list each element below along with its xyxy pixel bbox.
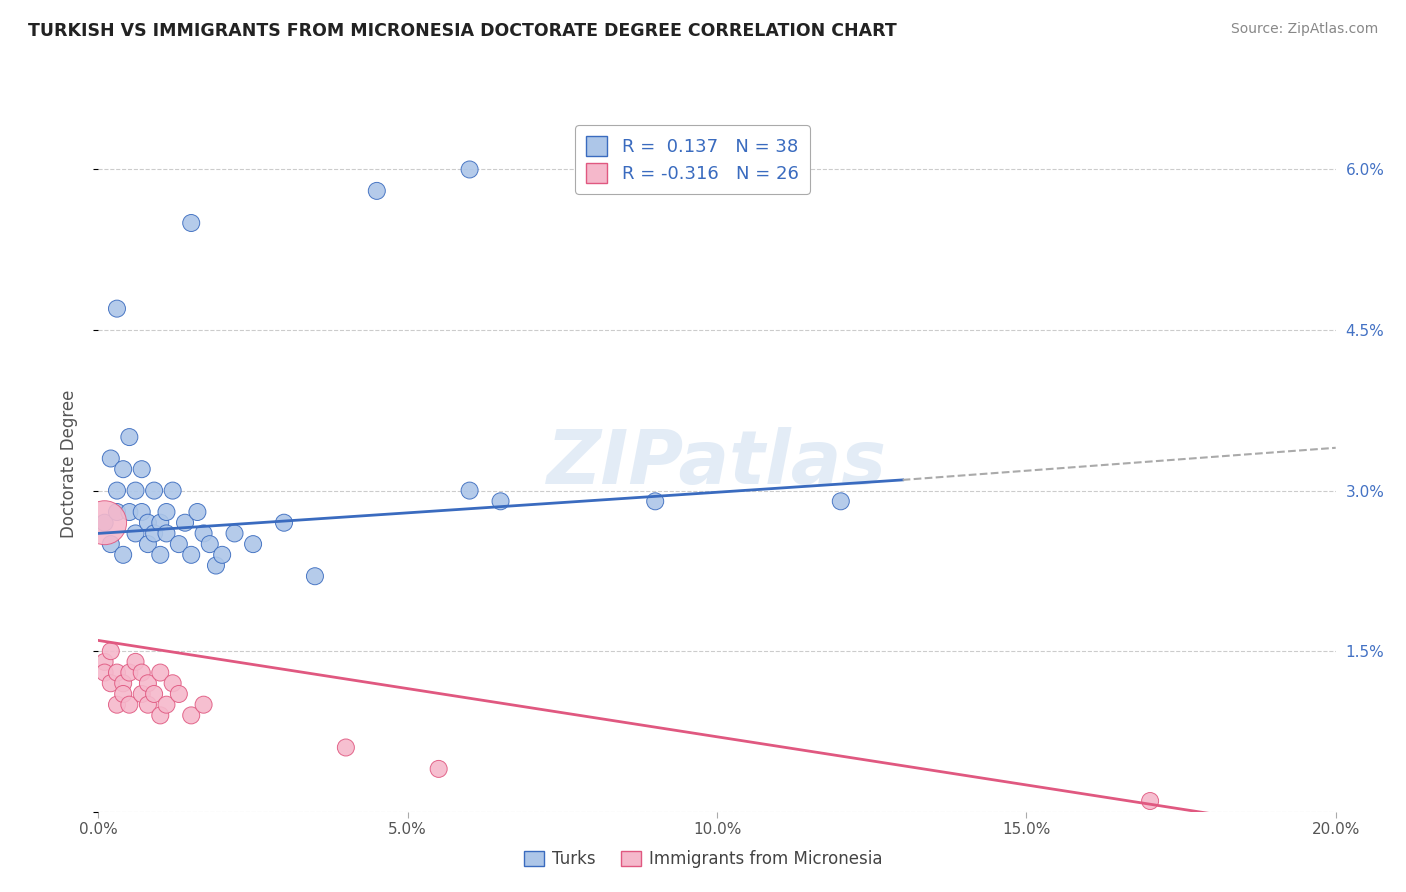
Point	[149, 516, 172, 530]
Text: ZIPatlas: ZIPatlas	[547, 427, 887, 500]
Point	[105, 665, 128, 680]
Legend: R =  0.137   N = 38, R = -0.316   N = 26: R = 0.137 N = 38, R = -0.316 N = 26	[575, 125, 810, 194]
Point	[180, 708, 202, 723]
Point	[1139, 794, 1161, 808]
Point	[273, 516, 295, 530]
Point	[112, 548, 135, 562]
Point	[155, 505, 177, 519]
Point	[675, 162, 697, 177]
Point	[100, 451, 122, 466]
Point	[193, 698, 215, 712]
Point	[186, 505, 208, 519]
Point	[335, 740, 357, 755]
Point	[489, 494, 512, 508]
Point	[193, 526, 215, 541]
Point	[644, 494, 666, 508]
Text: Source: ZipAtlas.com: Source: ZipAtlas.com	[1230, 22, 1378, 37]
Point	[112, 687, 135, 701]
Y-axis label: Doctorate Degree: Doctorate Degree	[59, 390, 77, 538]
Point	[143, 483, 166, 498]
Point	[118, 698, 141, 712]
Point	[167, 687, 190, 701]
Point	[211, 548, 233, 562]
Point	[105, 698, 128, 712]
Point	[136, 676, 159, 690]
Point	[242, 537, 264, 551]
Point	[136, 516, 159, 530]
Point	[162, 676, 184, 690]
Point	[180, 548, 202, 562]
Point	[105, 505, 128, 519]
Point	[427, 762, 450, 776]
Point	[124, 483, 146, 498]
Point	[131, 687, 153, 701]
Point	[830, 494, 852, 508]
Point	[143, 526, 166, 541]
Point	[131, 505, 153, 519]
Point	[155, 698, 177, 712]
Point	[198, 537, 221, 551]
Point	[136, 537, 159, 551]
Point	[224, 526, 246, 541]
Point	[112, 676, 135, 690]
Point	[366, 184, 388, 198]
Point	[174, 516, 197, 530]
Point	[118, 430, 141, 444]
Point	[180, 216, 202, 230]
Point	[124, 526, 146, 541]
Point	[149, 665, 172, 680]
Point	[131, 665, 153, 680]
Point	[93, 516, 115, 530]
Point	[136, 698, 159, 712]
Point	[100, 676, 122, 690]
Point	[458, 483, 481, 498]
Text: TURKISH VS IMMIGRANTS FROM MICRONESIA DOCTORATE DEGREE CORRELATION CHART: TURKISH VS IMMIGRANTS FROM MICRONESIA DO…	[28, 22, 897, 40]
Legend: Turks, Immigrants from Micronesia: Turks, Immigrants from Micronesia	[517, 844, 889, 875]
Point	[131, 462, 153, 476]
Point	[112, 462, 135, 476]
Point	[105, 483, 128, 498]
Point	[93, 516, 115, 530]
Point	[118, 665, 141, 680]
Point	[93, 665, 115, 680]
Point	[149, 708, 172, 723]
Point	[149, 548, 172, 562]
Point	[100, 644, 122, 658]
Point	[205, 558, 228, 573]
Point	[118, 505, 141, 519]
Point	[304, 569, 326, 583]
Point	[100, 537, 122, 551]
Point	[93, 655, 115, 669]
Point	[162, 483, 184, 498]
Point	[105, 301, 128, 316]
Point	[143, 687, 166, 701]
Point	[458, 162, 481, 177]
Point	[167, 537, 190, 551]
Point	[155, 526, 177, 541]
Point	[124, 655, 146, 669]
